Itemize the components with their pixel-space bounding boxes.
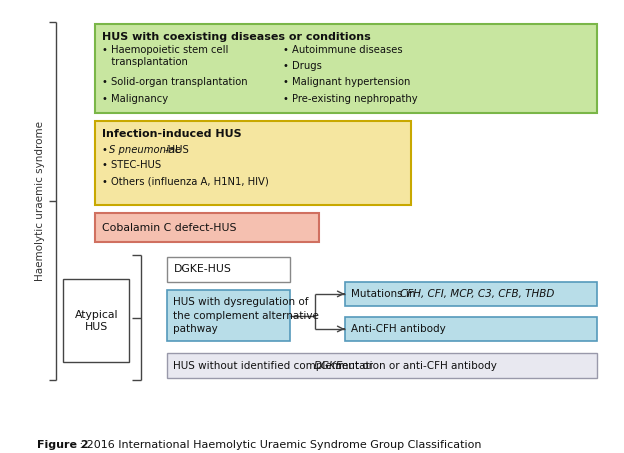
Text: • STEC-HUS: • STEC-HUS: [102, 160, 161, 170]
Text: CFH, CFI, MCP, C3, CFB, THBD: CFH, CFI, MCP, C3, CFB, THBD: [400, 289, 555, 299]
Text: HUS with dysregulation of
the complement alternative
pathway: HUS with dysregulation of the complement…: [173, 297, 319, 334]
FancyBboxPatch shape: [95, 24, 597, 112]
Text: HUS without identified complement or: HUS without identified complement or: [173, 361, 377, 371]
FancyBboxPatch shape: [167, 257, 290, 281]
Text: DGKE-HUS: DGKE-HUS: [173, 264, 232, 274]
FancyBboxPatch shape: [95, 213, 319, 242]
FancyBboxPatch shape: [344, 281, 597, 306]
Text: •: •: [102, 145, 110, 154]
Text: Atypical
HUS: Atypical HUS: [74, 310, 118, 332]
FancyBboxPatch shape: [167, 290, 290, 341]
Text: • Solid-organ transplantation: • Solid-organ transplantation: [102, 77, 247, 87]
Text: HUS with coexisting diseases or conditions: HUS with coexisting diseases or conditio…: [102, 32, 371, 42]
Text: • Others (influenza A, H1N1, HIV): • Others (influenza A, H1N1, HIV): [102, 176, 268, 186]
Text: mutation or anti-CFH antibody: mutation or anti-CFH antibody: [335, 361, 497, 371]
Text: Cobalamin C defect-HUS: Cobalamin C defect-HUS: [102, 222, 236, 232]
Text: Infection-induced HUS: Infection-induced HUS: [102, 129, 241, 139]
FancyBboxPatch shape: [344, 317, 597, 341]
Text: DGKE: DGKE: [314, 361, 343, 371]
Text: • Malignant hypertension: • Malignant hypertension: [283, 77, 410, 87]
Text: Anti-CFH antibody: Anti-CFH antibody: [351, 324, 446, 334]
Text: • Pre-existing nephropathy: • Pre-existing nephropathy: [283, 94, 417, 104]
Text: Mutations in: Mutations in: [351, 289, 419, 299]
Text: Haemolytic uraemic syndrome: Haemolytic uraemic syndrome: [36, 121, 46, 281]
Text: • Malignancy: • Malignancy: [102, 94, 168, 104]
Text: : 2016 International Haemolytic Uraemic Syndrome Group Classification: : 2016 International Haemolytic Uraemic …: [77, 440, 482, 450]
FancyBboxPatch shape: [95, 121, 411, 205]
FancyBboxPatch shape: [167, 353, 597, 378]
Text: Figure 2: Figure 2: [37, 440, 89, 450]
Text: • Drugs: • Drugs: [283, 61, 321, 71]
Text: • Haemopoietic stem cell
   transplantation: • Haemopoietic stem cell transplantation: [102, 44, 228, 67]
Text: S pneumoniae: S pneumoniae: [109, 145, 180, 154]
Text: -HUS: -HUS: [165, 145, 190, 154]
Text: • Autoimmune diseases: • Autoimmune diseases: [283, 44, 402, 54]
FancyBboxPatch shape: [63, 280, 129, 362]
